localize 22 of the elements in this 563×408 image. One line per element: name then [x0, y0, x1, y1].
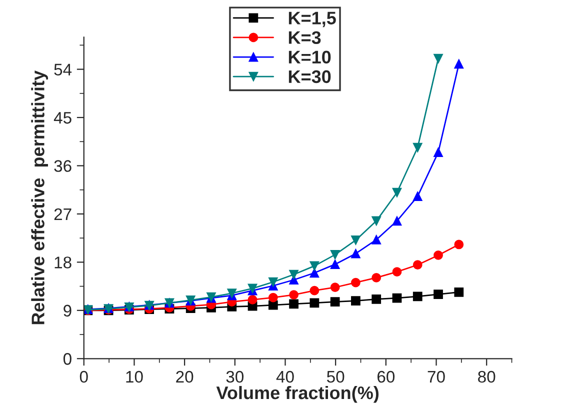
x-tick-label: 30: [226, 370, 244, 383]
y-tick-label: 0: [63, 353, 72, 365]
y-tick-label: 36: [54, 160, 72, 172]
x-tick-label: 80: [478, 370, 496, 383]
x-tick-label: 20: [176, 370, 194, 383]
legend-label: K=30: [288, 70, 331, 84]
x-tick-label: 40: [276, 370, 294, 383]
legend-label: K=3: [288, 31, 321, 44]
x-axis-title: Volume fraction(%): [216, 386, 379, 403]
y-tick-label: 9: [64, 304, 72, 317]
legend-label: K=10: [288, 50, 331, 64]
x-tick-label: 0: [80, 370, 88, 383]
y-tick-label: 45: [54, 112, 72, 124]
y-tick-label: 27: [54, 208, 72, 220]
y-axis-title: Relative effective permittivity: [31, 70, 48, 324]
legend-label: K=1,5: [288, 12, 336, 28]
y-tick-label: 18: [54, 256, 72, 268]
x-tick-label: 70: [428, 370, 445, 383]
x-tick-label: 50: [326, 370, 344, 383]
x-tick-label: 60: [378, 370, 395, 383]
y-tick-label: 54: [54, 64, 72, 76]
x-tick-label: 10: [126, 370, 143, 383]
